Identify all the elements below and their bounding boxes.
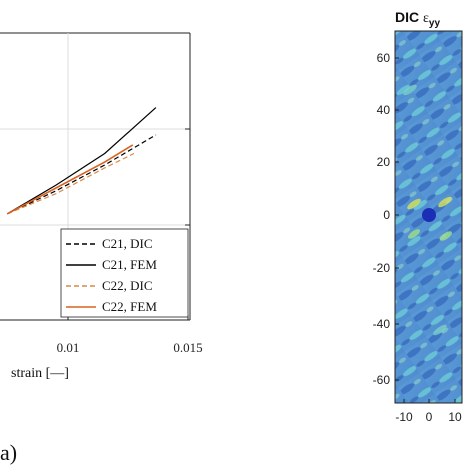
heatmap-title: DIC εyy bbox=[395, 9, 440, 29]
legend-label: C21, DIC bbox=[102, 236, 153, 251]
y-tick-label: 0 bbox=[383, 208, 390, 222]
heatmap-y-axis: 60 40 20 0 -20 -40 -60 bbox=[373, 51, 399, 387]
x-tick-label: 0.015 bbox=[173, 340, 202, 355]
legend: C21, DIC C21, FEM C22, DIC C22, FEM bbox=[60, 228, 189, 318]
hole-marker bbox=[422, 208, 436, 222]
hot-spot bbox=[440, 231, 452, 241]
series-line-c22-dic bbox=[7, 152, 135, 215]
y-tick-label: 60 bbox=[377, 51, 391, 65]
hot-spots bbox=[403, 84, 452, 336]
title-symbol: ε bbox=[423, 11, 429, 26]
x-tick-label: 0.01 bbox=[57, 340, 80, 355]
title-subscript: yy bbox=[429, 18, 441, 29]
series-line-c21-fem bbox=[6, 107, 157, 215]
hot-spot bbox=[408, 229, 420, 239]
legend-label: C22, DIC bbox=[102, 278, 153, 293]
panel-label: a) bbox=[0, 440, 17, 465]
y-tick-label: -40 bbox=[373, 317, 391, 331]
series-layer bbox=[6, 107, 157, 215]
y-tick-label: -20 bbox=[373, 261, 391, 275]
hot-spot bbox=[403, 84, 417, 96]
hot-spot bbox=[433, 324, 447, 336]
x-tick-label: 0 bbox=[426, 410, 433, 424]
y-tick-label: -60 bbox=[373, 373, 391, 387]
x-tick-label: -10 bbox=[395, 410, 413, 424]
series-line-c21-dic bbox=[7, 134, 157, 215]
heatmap-x-axis: -10 0 10 bbox=[395, 399, 462, 424]
line-chart: 0.01 0.015 strain [—] a) C21, DIC C21, F… bbox=[0, 32, 203, 465]
title-main: DIC bbox=[395, 9, 423, 25]
x-axis-label: strain [—] bbox=[11, 366, 69, 381]
hot-spot bbox=[438, 196, 452, 208]
y-tick-label: 20 bbox=[377, 155, 391, 169]
x-tick-label: 10 bbox=[448, 410, 462, 424]
legend-label: C22, FEM bbox=[102, 299, 157, 314]
dic-heatmap: DIC εyy 60 40 20 0 -20 -40 bbox=[373, 9, 463, 424]
hot-spot bbox=[407, 198, 421, 210]
legend-label: C21, FEM bbox=[102, 257, 157, 272]
series-line-c22-fem bbox=[6, 144, 134, 215]
y-tick-label: 40 bbox=[377, 103, 391, 117]
